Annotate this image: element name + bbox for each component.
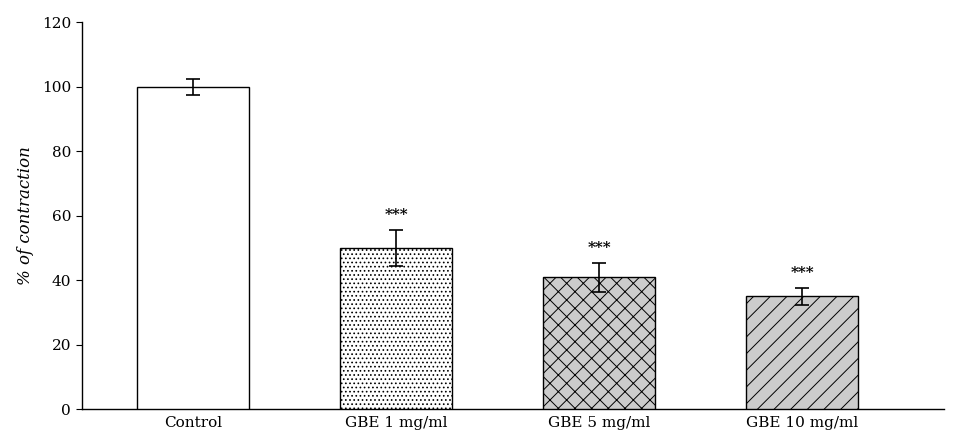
Y-axis label: % of contraction: % of contraction xyxy=(16,146,34,285)
Bar xyxy=(340,248,452,409)
Text: ***: *** xyxy=(587,240,611,254)
Bar xyxy=(137,87,249,409)
Bar xyxy=(747,296,858,409)
Bar xyxy=(544,277,655,409)
Text: ***: *** xyxy=(384,208,408,222)
Text: ***: *** xyxy=(791,266,814,280)
